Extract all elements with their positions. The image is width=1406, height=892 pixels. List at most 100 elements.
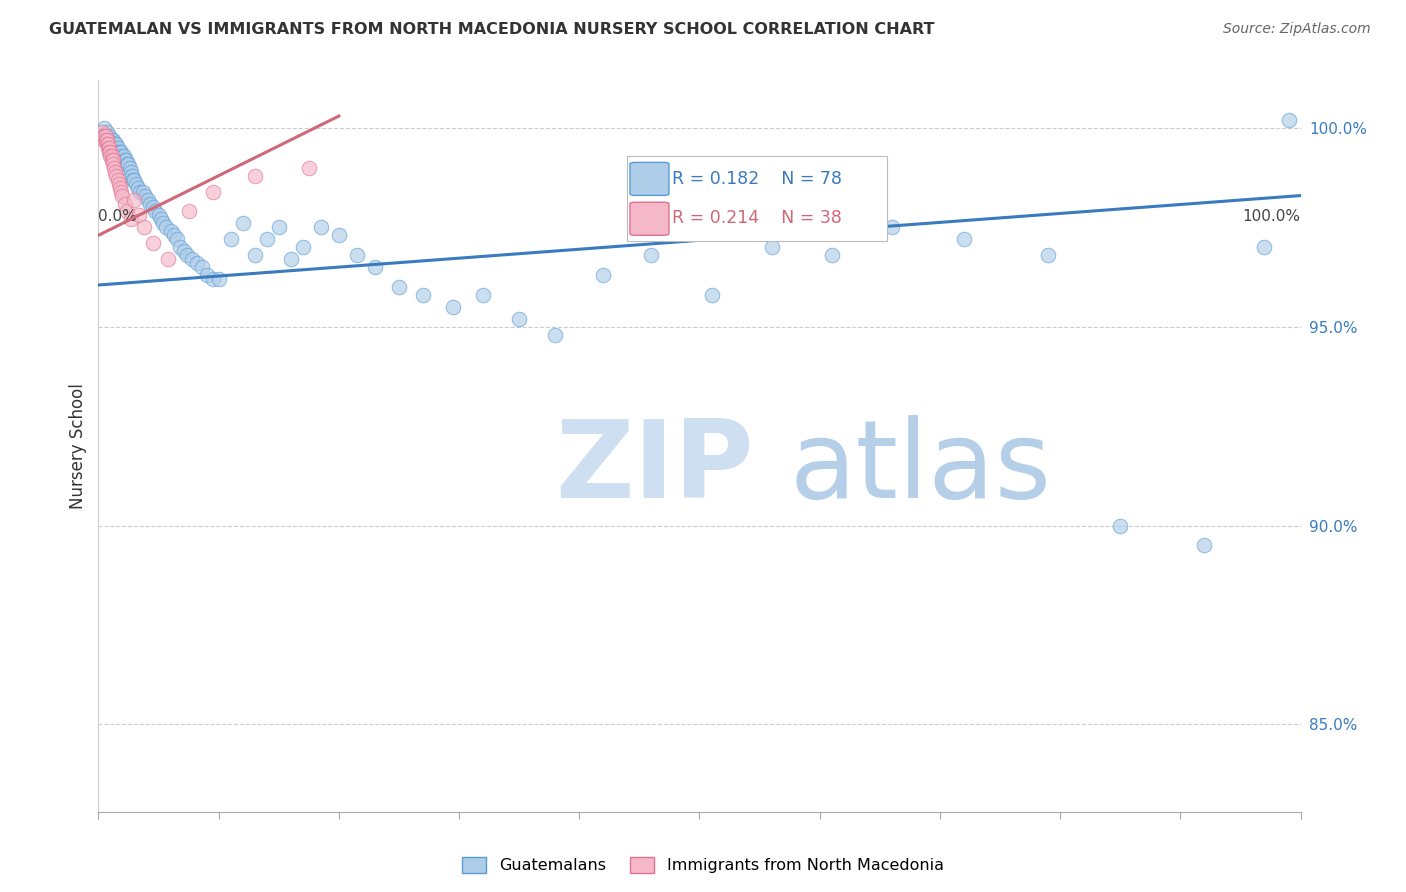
Text: atlas: atlas — [790, 415, 1052, 521]
Point — [96, 136, 118, 151]
Point — [111, 188, 134, 202]
Point — [219, 232, 242, 246]
Point — [93, 128, 115, 143]
Point — [124, 193, 146, 207]
Point — [96, 133, 118, 147]
Point — [111, 149, 134, 163]
Point — [122, 172, 145, 186]
Point — [298, 161, 321, 175]
Point — [761, 240, 783, 254]
Point — [97, 141, 120, 155]
Point — [91, 125, 114, 139]
Point — [508, 311, 530, 326]
Point — [472, 288, 495, 302]
Point — [309, 220, 332, 235]
Point — [120, 212, 142, 227]
Point — [201, 272, 224, 286]
Point — [143, 204, 166, 219]
Point — [132, 220, 155, 235]
Point — [149, 212, 172, 227]
Point — [108, 145, 131, 159]
Point — [155, 220, 177, 235]
Point — [141, 236, 163, 251]
Point — [232, 216, 254, 230]
Point — [163, 228, 186, 243]
Point — [101, 153, 124, 167]
Point — [98, 145, 121, 159]
Point — [1253, 240, 1275, 254]
Point — [115, 153, 138, 167]
Point — [100, 145, 122, 159]
Point — [127, 180, 149, 194]
Point — [107, 141, 129, 155]
Point — [181, 252, 204, 267]
Point — [159, 224, 181, 238]
Point — [134, 188, 156, 202]
Point — [117, 157, 139, 171]
Point — [96, 125, 118, 139]
Point — [169, 240, 191, 254]
Point — [118, 161, 141, 175]
Text: ZIP: ZIP — [555, 415, 754, 521]
Point — [1036, 248, 1059, 262]
FancyBboxPatch shape — [630, 202, 669, 235]
Point — [93, 120, 115, 135]
Point — [110, 145, 132, 159]
Point — [267, 220, 290, 235]
Point — [139, 196, 162, 211]
Point — [328, 228, 350, 243]
Point — [291, 240, 314, 254]
Point — [412, 288, 434, 302]
Point — [128, 209, 150, 223]
Point — [114, 153, 136, 167]
Point — [201, 185, 224, 199]
Point — [103, 136, 125, 151]
Point — [364, 260, 387, 274]
Point — [544, 327, 567, 342]
Point — [93, 133, 115, 147]
Point — [91, 128, 114, 143]
Point — [821, 248, 844, 262]
Point — [640, 248, 662, 262]
Point — [880, 220, 903, 235]
Point — [280, 252, 302, 267]
Point — [700, 288, 723, 302]
Legend: Guatemalans, Immigrants from North Macedonia: Guatemalans, Immigrants from North Maced… — [456, 850, 950, 880]
Point — [105, 136, 128, 151]
Point — [121, 169, 143, 183]
Point — [173, 244, 195, 259]
Point — [186, 256, 208, 270]
Point — [110, 185, 132, 199]
Point — [125, 177, 148, 191]
Point — [1109, 518, 1132, 533]
Point — [100, 149, 122, 163]
Point — [256, 232, 278, 246]
Point — [136, 193, 159, 207]
Point — [152, 216, 174, 230]
Point — [132, 185, 155, 199]
Point — [1277, 113, 1299, 128]
Point — [953, 232, 976, 246]
Point — [117, 204, 139, 219]
Point — [98, 128, 121, 143]
Text: 100.0%: 100.0% — [1243, 209, 1301, 224]
Point — [191, 260, 214, 274]
Point — [166, 232, 188, 246]
Text: R = 0.214    N = 38: R = 0.214 N = 38 — [672, 210, 841, 227]
FancyBboxPatch shape — [630, 162, 669, 195]
Point — [100, 133, 122, 147]
Point — [592, 268, 614, 282]
Point — [176, 248, 198, 262]
Point — [208, 272, 231, 286]
Point — [243, 169, 266, 183]
Point — [94, 133, 117, 147]
Point — [104, 164, 127, 178]
Point — [103, 161, 125, 175]
Point — [108, 180, 131, 194]
Point — [243, 248, 266, 262]
Point — [100, 153, 122, 167]
Point — [108, 177, 131, 191]
Point — [98, 141, 121, 155]
Point — [105, 169, 128, 183]
Point — [346, 248, 368, 262]
